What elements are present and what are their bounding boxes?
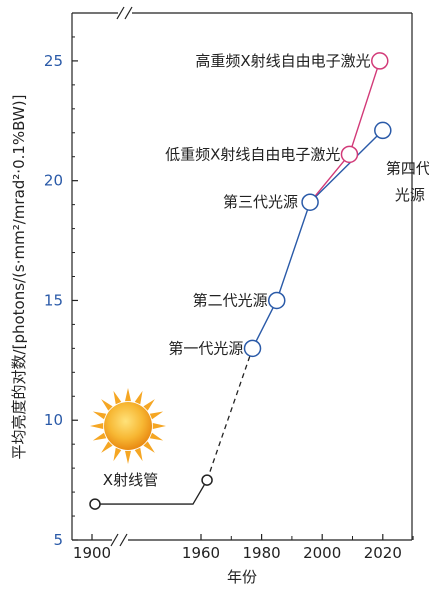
x-tick-label: 2000 [303,544,341,562]
y-axis-title: 平均亮度的对数/[photons/(s·mm²/mrad²·0.1%BW)] [10,95,28,460]
top-break-mark-1 [116,6,125,20]
sun-ray [125,450,131,464]
top-break-gap [118,8,132,18]
x-tick-label: 1960 [182,544,220,562]
xray-tube-line [95,479,208,505]
xray-tube-point [201,474,213,486]
sun-ray [113,390,122,405]
x-tick-label: 1980 [243,544,281,562]
bottom-break-mark-1 [110,533,119,547]
annotation-label: 高重频X射线自由电子激光 [195,52,370,70]
fel-line [309,60,381,203]
fel-point [340,145,359,164]
x-tick-label: 1900 [73,544,111,562]
light-source-line [251,129,384,349]
sun-ray [90,423,104,429]
bottom-break-mark-2 [119,533,128,547]
light-source-point [301,193,319,211]
sun-ray [101,441,113,453]
light-source-point [268,291,286,310]
annotation-label: 第四代 [386,160,429,178]
sun-ray [101,399,113,411]
sun-icon [90,388,166,464]
plot-frame [71,6,413,547]
y-tick-label: 10 [44,411,63,429]
xray-tube-point [89,498,101,510]
annotations: X射线管 第一代光源 第二代光源 第三代光源 低重频X射线自由电子激光 高重频X射线自由电… [103,52,429,489]
series-points [89,52,392,510]
y-tick-label: 25 [44,52,63,70]
fel-point [371,52,389,70]
bottom-break-gap [112,535,128,545]
sun-ray [149,432,164,441]
x-ticks: 1900 1960 1980 2000 2020 [73,534,414,562]
sun-ray [149,411,164,420]
sun-ray [113,447,122,462]
y-tick-label: 20 [44,172,63,190]
top-break-mark-2 [124,6,133,20]
sun-ray [125,388,131,402]
sun-ray [134,390,143,405]
light-source-point [243,339,262,358]
sun-ray [92,411,107,420]
x-axis-title: 年份 [227,568,257,586]
dashed-transition-line [206,348,254,481]
annotation-label: 第一代光源 [168,339,243,357]
annotation-label: 第三代光源 [223,193,298,211]
x-tick-label: 2020 [364,544,402,562]
sun-ray [143,399,155,411]
y-ticks: 5 10 15 20 25 [44,36,78,549]
light-source-point [374,121,392,140]
sun-ray [134,447,143,462]
annotation-label: 第二代光源 [193,291,268,309]
y-tick-label: 15 [44,291,63,309]
sun-ray [152,423,166,429]
sun-ray [92,432,107,441]
sun-ray [143,441,155,453]
annotation-label: X射线管 [103,471,158,489]
y-tick-label: 5 [53,531,63,549]
annotation-label: 光源 [395,186,425,204]
annotation-label: 低重频X射线自由电子激光 [165,145,340,163]
